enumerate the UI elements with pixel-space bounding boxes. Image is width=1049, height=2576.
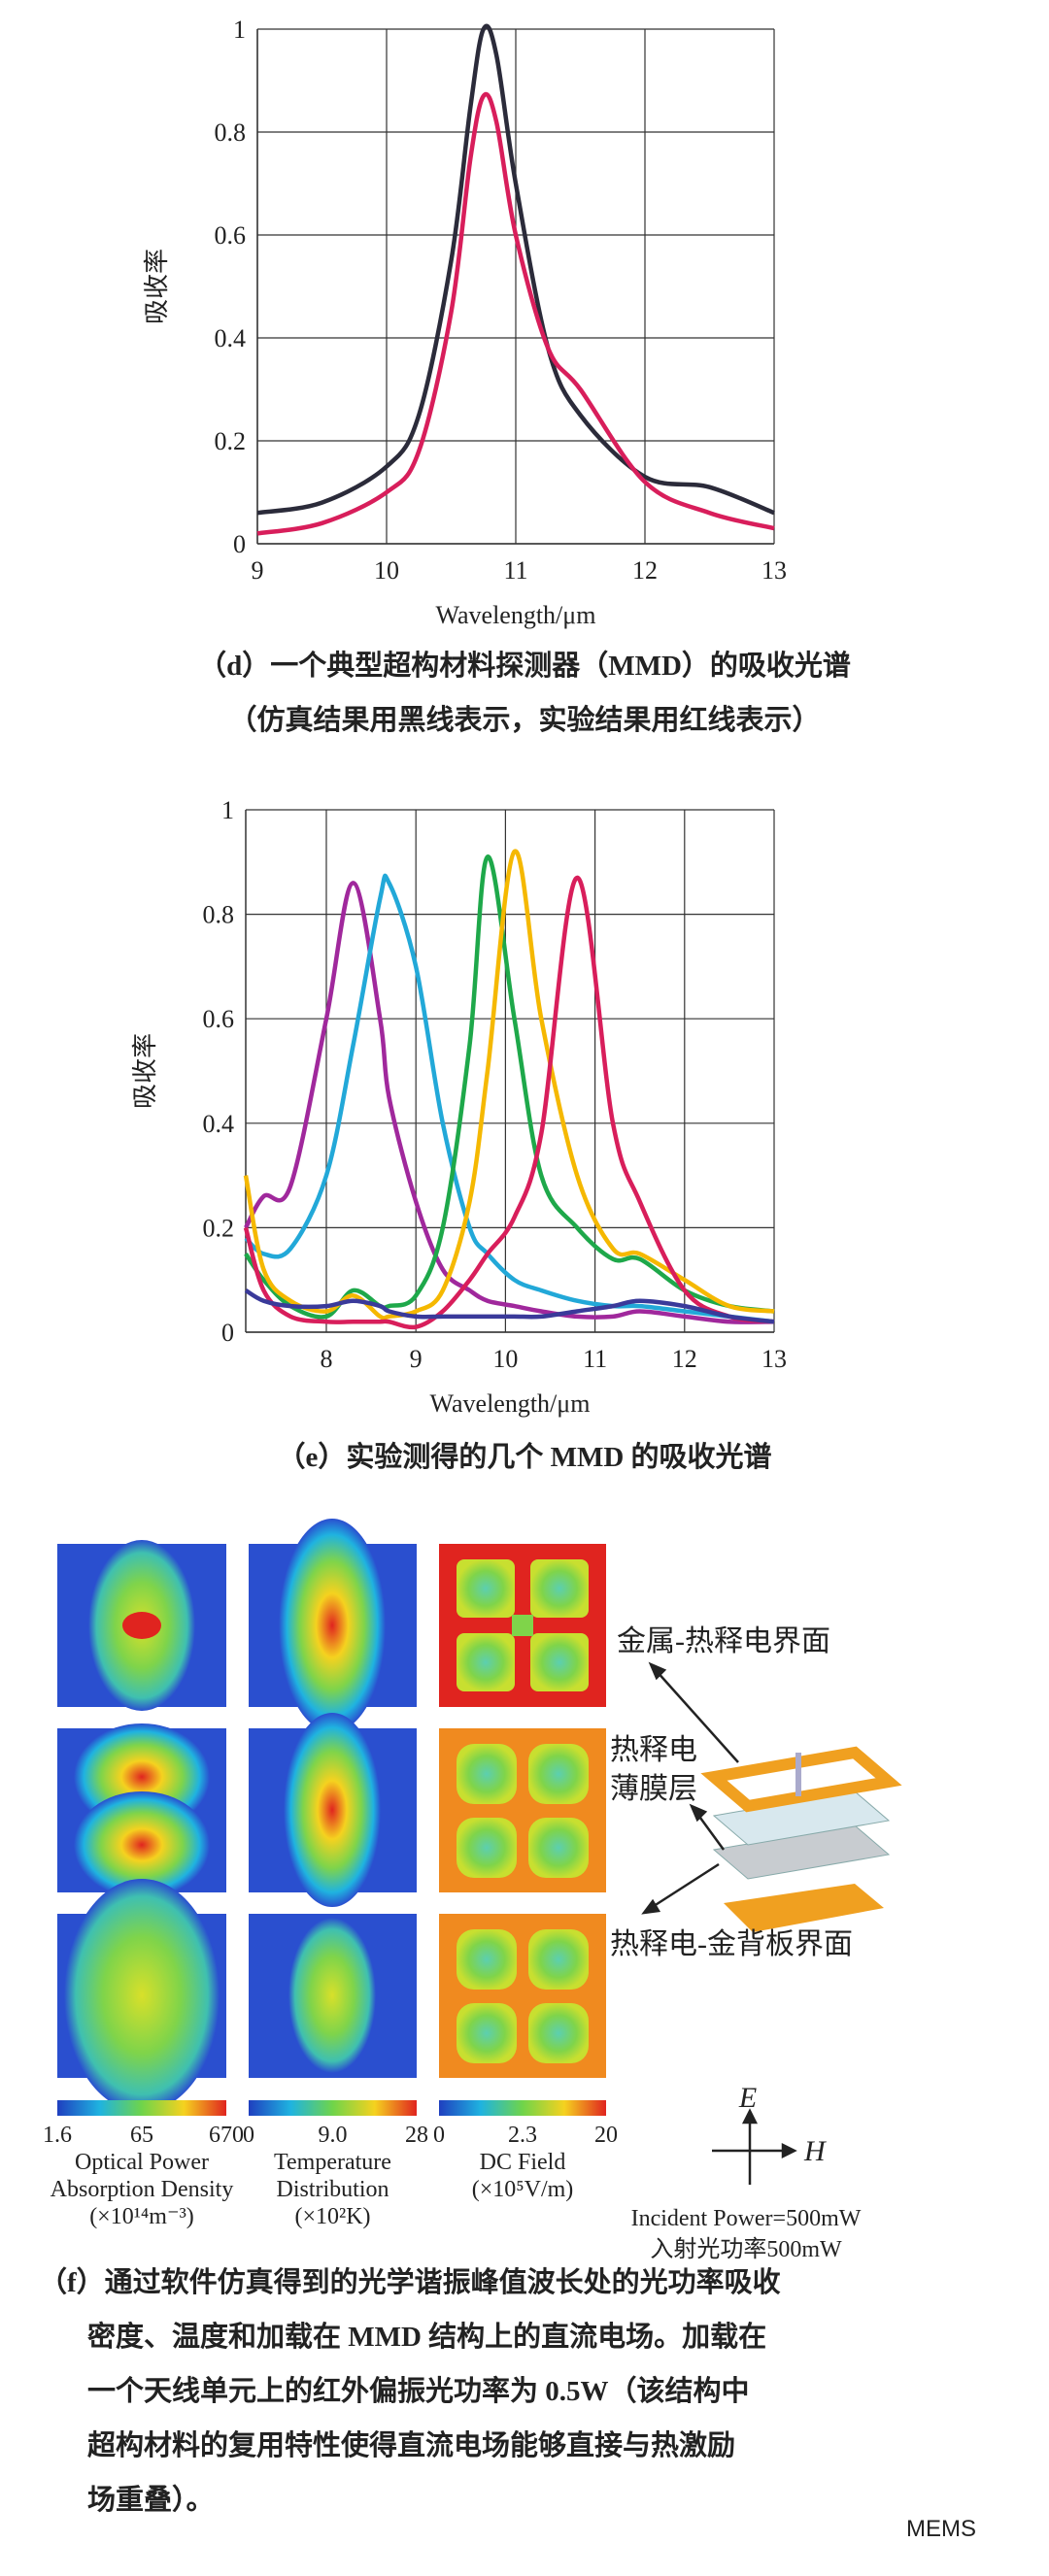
x-tick-label: 13 xyxy=(761,556,787,585)
axis-e: E xyxy=(738,2082,757,2114)
power: 入射光功率500mW xyxy=(650,2236,842,2262)
series-line xyxy=(256,91,775,536)
caption: （仿真结果用黑线表示，实验结果用红线表示） xyxy=(228,703,820,736)
series-line xyxy=(244,1288,775,1324)
y-tick-label: 0 xyxy=(221,1319,234,1347)
x-tick-label: 8 xyxy=(320,1345,332,1373)
y-tick-label: 0.2 xyxy=(215,427,247,455)
y-tick-label: 0.4 xyxy=(215,324,247,352)
x-tick-label: 11 xyxy=(583,1345,607,1373)
colorbar-tick: 9.0 xyxy=(319,2123,348,2148)
colorbar-title: (×10⁵V/m) xyxy=(472,2177,574,2202)
x-tick-label: 11 xyxy=(503,556,527,585)
colorbar-tick: 1.6 xyxy=(43,2123,72,2148)
colorbar-title: Temperature xyxy=(274,2150,391,2175)
colorbar-title: Absorption Density xyxy=(51,2177,234,2202)
watermark: MEMS xyxy=(906,2516,976,2542)
x-tick-label: 12 xyxy=(672,1345,697,1373)
y-tick-label: 0.2 xyxy=(203,1214,235,1242)
series-line xyxy=(244,881,775,1324)
x-tick-label: 12 xyxy=(632,556,658,585)
colorbar-tick: 2.3 xyxy=(508,2123,537,2148)
power: Incident Power=500mW xyxy=(631,2206,862,2231)
series-line xyxy=(244,873,775,1324)
heatmap xyxy=(439,1544,606,2078)
caption: （e）实验测得的几个 MMD 的吸收光谱 xyxy=(277,1440,771,1473)
y-tick-label: 0.8 xyxy=(215,118,247,147)
x-tick-label: 9 xyxy=(252,556,264,585)
label: 热释电 xyxy=(610,1734,697,1766)
colorbar-title: Distribution xyxy=(276,2177,389,2202)
y-tick-label: 0.8 xyxy=(203,901,235,929)
y-tick-label: 0.4 xyxy=(203,1110,235,1138)
series-line xyxy=(243,849,775,1321)
x-tick-label: 9 xyxy=(410,1345,423,1373)
x-tick-label: 13 xyxy=(761,1345,787,1373)
colorbar-title: Optical Power xyxy=(75,2150,209,2175)
colorbar xyxy=(249,2100,417,2116)
series-line xyxy=(256,23,775,516)
colorbar-tick: 65 xyxy=(130,2123,153,2148)
colorbar-tick: 0 xyxy=(243,2123,254,2148)
x-tick-label: 10 xyxy=(374,556,399,585)
colorbar-tick: 20 xyxy=(594,2123,618,2148)
y-tick-label: 0 xyxy=(233,530,246,558)
colorbar-tick: 28 xyxy=(405,2123,428,2148)
heatmap xyxy=(57,1540,226,2112)
x-tick-label: 10 xyxy=(492,1345,518,1373)
colorbar-title: (×10¹⁴m⁻³) xyxy=(89,2204,194,2229)
x-axis-label: Wavelength/μm xyxy=(436,601,596,629)
caption: 场重叠）。 xyxy=(87,2484,215,2516)
caption: 一个天线单元上的红外偏振光功率为 0.5W（该结构中 xyxy=(87,2374,750,2407)
colorbar-tick: 0 xyxy=(433,2123,445,2148)
colorbar-tick: 670 xyxy=(209,2123,244,2148)
label: 薄膜层 xyxy=(610,1773,697,1805)
axis-h: H xyxy=(803,2135,828,2167)
y-axis-label: 吸收率 xyxy=(143,249,171,324)
colorbar xyxy=(439,2100,606,2116)
caption: 密度、温度和加载在 MMD 结构上的直流电场。加载在 xyxy=(87,2320,766,2353)
arrow xyxy=(641,1661,797,2185)
colorbar-title: DC Field xyxy=(480,2150,566,2175)
y-tick-label: 0.6 xyxy=(215,221,247,250)
y-tick-label: 0.6 xyxy=(203,1005,235,1033)
x-axis-label: Wavelength/μm xyxy=(430,1389,591,1418)
colorbar-title: (×10²K) xyxy=(294,2204,370,2229)
y-tick-label: 1 xyxy=(233,16,246,44)
y-tick-label: 1 xyxy=(221,796,234,824)
colorbar xyxy=(57,2100,226,2116)
caption: 超构材料的复用特性使得直流电场能够直接与热激励 xyxy=(87,2428,735,2461)
label: 金属-热释电界面 xyxy=(617,1625,830,1657)
y-axis-label: 吸收率 xyxy=(131,1033,159,1109)
layer-stack xyxy=(700,1746,902,1932)
series-line xyxy=(243,875,775,1330)
label: 热释电-金背板界面 xyxy=(610,1928,853,1960)
series-line xyxy=(244,854,775,1320)
caption: （f）通过软件仿真得到的光学谐振峰值波长处的光功率吸收 xyxy=(39,2265,781,2298)
heatmap xyxy=(249,1519,417,2078)
caption: （d）一个典型超构材料探测器（MMD）的吸收光谱 xyxy=(198,649,851,682)
